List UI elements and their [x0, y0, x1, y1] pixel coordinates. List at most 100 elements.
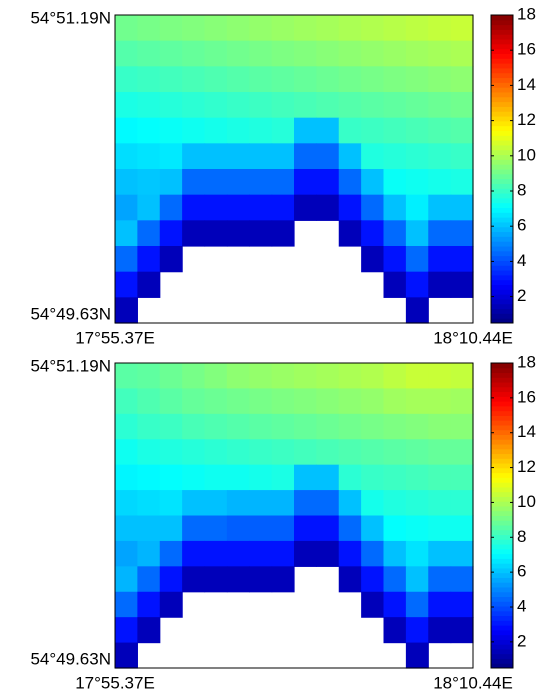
colorbar-swatch	[491, 231, 513, 237]
heat-cell	[383, 220, 407, 247]
heat-cell	[450, 388, 474, 415]
colorbar-swatch	[491, 572, 513, 578]
colorbar-swatch	[491, 255, 513, 261]
heat-cell	[115, 464, 138, 491]
colorbar-swatch	[491, 401, 513, 407]
heat-cell	[137, 490, 161, 517]
heat-cell	[294, 15, 317, 42]
heat-cell	[383, 143, 407, 170]
heat-cell	[204, 169, 228, 196]
colorbar-swatch	[491, 610, 513, 617]
colorbar-tick-label: 4	[517, 596, 526, 615]
colorbar-swatch	[491, 663, 513, 669]
colorbar-swatch	[491, 101, 513, 107]
heat-cell	[249, 388, 273, 415]
heat-cell	[137, 540, 161, 567]
colorbar-swatch	[491, 111, 513, 117]
heat-cell	[204, 439, 228, 466]
heat-cell	[249, 515, 273, 542]
heat-cell	[137, 388, 161, 415]
heat-cell	[405, 617, 429, 644]
colorbar-tick-label: 18	[517, 352, 536, 371]
heat-cell	[338, 490, 362, 517]
colorbar-swatch	[491, 260, 513, 266]
colorbar-swatch	[491, 144, 513, 151]
heat-cell	[249, 143, 273, 170]
heat-cell	[159, 66, 183, 93]
colorbar-swatch	[491, 116, 513, 122]
heat-cell	[405, 220, 429, 247]
colorbar-swatch	[491, 658, 513, 664]
colorbar-swatch	[491, 544, 513, 550]
colorbar-swatch	[491, 596, 513, 602]
heat-cell	[294, 540, 317, 567]
heat-cell	[405, 15, 429, 42]
colorbar-swatch	[491, 367, 513, 374]
colorbar-swatch	[491, 207, 513, 213]
colorbar-swatch	[491, 120, 513, 127]
heat-cell	[428, 169, 452, 196]
heat-cell	[405, 515, 429, 542]
colorbar-tick-label: 2	[517, 286, 526, 305]
colorbar-swatch	[491, 308, 513, 314]
colorbar-swatch	[491, 39, 513, 45]
colorbar-swatch	[491, 303, 513, 310]
heat-cell	[450, 66, 474, 93]
colorbar-swatch	[491, 24, 513, 30]
heat-cell	[316, 92, 340, 119]
heat-cell	[271, 464, 295, 491]
heat-cell	[428, 515, 452, 542]
heat-cell	[428, 439, 452, 466]
colorbar-swatch	[491, 391, 513, 397]
heat-cell	[271, 117, 295, 144]
heat-cell	[226, 169, 250, 196]
heat-cell	[361, 388, 385, 415]
colorbar-swatch	[491, 477, 513, 483]
plot-frame	[114, 362, 474, 669]
colorbar-tick-label: 6	[517, 562, 526, 581]
heat-cell	[115, 515, 138, 542]
heat-cell	[137, 363, 161, 390]
x-tick-label: 18°10.44E	[433, 328, 513, 347]
heat-cell	[383, 246, 407, 273]
heat-cell	[159, 591, 183, 618]
heat-cell	[137, 515, 161, 542]
colorbar-tick-label: 4	[517, 251, 526, 270]
heat-cell	[294, 143, 317, 170]
heat-cell	[137, 169, 161, 196]
colorbar-swatch	[491, 289, 513, 295]
heat-cell	[450, 92, 474, 119]
colorbar-swatch	[491, 313, 513, 319]
heat-cell	[428, 117, 452, 144]
heat-cell	[182, 363, 206, 390]
colorbar-swatch	[491, 188, 513, 194]
colorbar-swatch	[491, 92, 513, 98]
heat-cell	[115, 566, 138, 593]
heat-cell	[226, 117, 250, 144]
heat-cell	[316, 40, 340, 67]
colorbar-swatch	[491, 183, 513, 189]
y-tick-label: 54°51.19N	[30, 8, 111, 27]
colorbar-swatch	[491, 250, 513, 257]
colorbar-tick-label: 16	[517, 387, 536, 406]
heat-cell	[115, 540, 138, 567]
colorbar-swatch	[491, 396, 513, 402]
y-tick-label: 54°49.63N	[30, 649, 111, 668]
colorbar-swatch	[491, 639, 513, 645]
colorbar-swatch	[491, 154, 513, 160]
heat-cell	[204, 15, 228, 42]
heat-cell	[361, 117, 385, 144]
heat-cell	[204, 143, 228, 170]
colorbar-swatch	[491, 472, 513, 478]
heat-cell	[361, 540, 385, 567]
heat-cell	[159, 220, 183, 247]
heat-cell	[159, 566, 183, 593]
colorbar-swatch	[491, 197, 513, 204]
heat-cell	[405, 297, 429, 324]
heat-cell	[428, 591, 452, 618]
colorbar-swatch	[491, 140, 513, 146]
heat-cell	[115, 439, 138, 466]
heat-cell	[338, 15, 362, 42]
heat-cell	[182, 169, 206, 196]
